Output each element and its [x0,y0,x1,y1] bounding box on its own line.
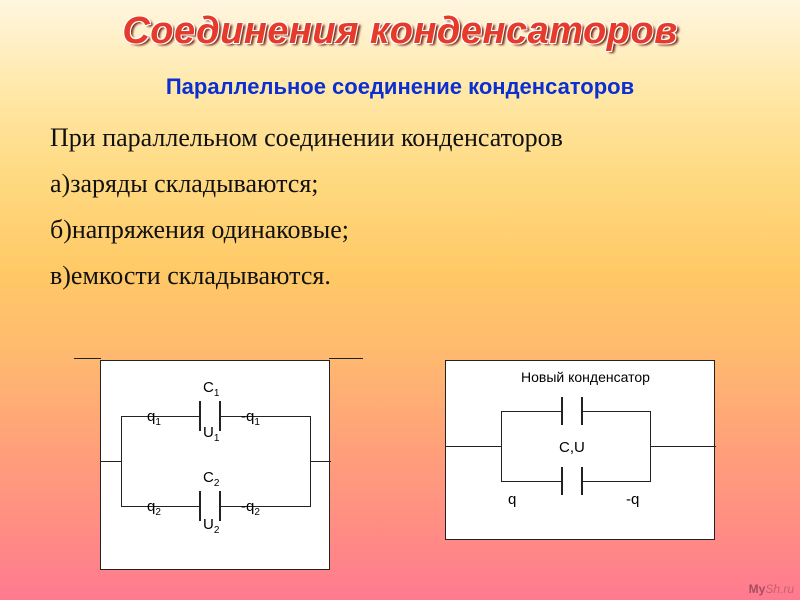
capacitor-plate-icon [199,491,201,521]
wire [221,506,311,507]
label-u1: U1 [203,424,219,444]
page-title: Соединения конденсаторов [0,10,800,53]
intro-line: При параллельном соединении конденсаторо… [50,115,563,161]
wire [651,446,716,447]
wire [121,416,122,506]
point-a: а)заряды складываются; [50,161,563,207]
label-neg-q: -q [626,491,639,508]
label-neg-q2: -q2 [241,498,260,518]
label-q1: q1 [147,408,161,428]
label-c1: C1 [203,379,219,399]
wire [221,416,311,417]
wire [311,461,331,462]
point-c: в)емкости складываются. [50,253,563,299]
label-neg-q1: -q1 [241,408,260,428]
wire [583,481,651,482]
label-new-capacitor: Новый конденсатор [521,369,650,385]
capacitor-plate-icon [561,467,563,495]
left-lead-wire [74,358,101,359]
label-q2: q2 [147,498,161,518]
wire [583,411,651,412]
wire [446,446,501,447]
capacitor-plate-icon [199,401,201,431]
section-subtitle: Параллельное соединение конденсаторов [0,74,800,100]
watermark: MySh.ru [749,582,794,596]
label-c2: C2 [203,469,219,489]
wire [501,481,561,482]
body-text: При параллельном соединении конденсаторо… [50,115,563,299]
label-cu: C,U [559,439,585,456]
parallel-capacitors-diagram: C1 U1 q1 -q1 C2 U2 q2 -q2 [100,360,330,570]
wire [501,411,502,481]
capacitor-plate-icon [561,397,563,425]
label-u2: U2 [203,516,219,536]
point-b: б)напряжения одинаковые; [50,207,563,253]
equivalent-capacitor-diagram: Новый конденсатор C,U q -q [445,360,715,540]
right-lead-wire [329,358,363,359]
label-q: q [508,491,516,508]
wire [101,461,121,462]
wire [501,411,561,412]
slide: Соединения конденсаторов Параллельное со… [0,0,800,600]
